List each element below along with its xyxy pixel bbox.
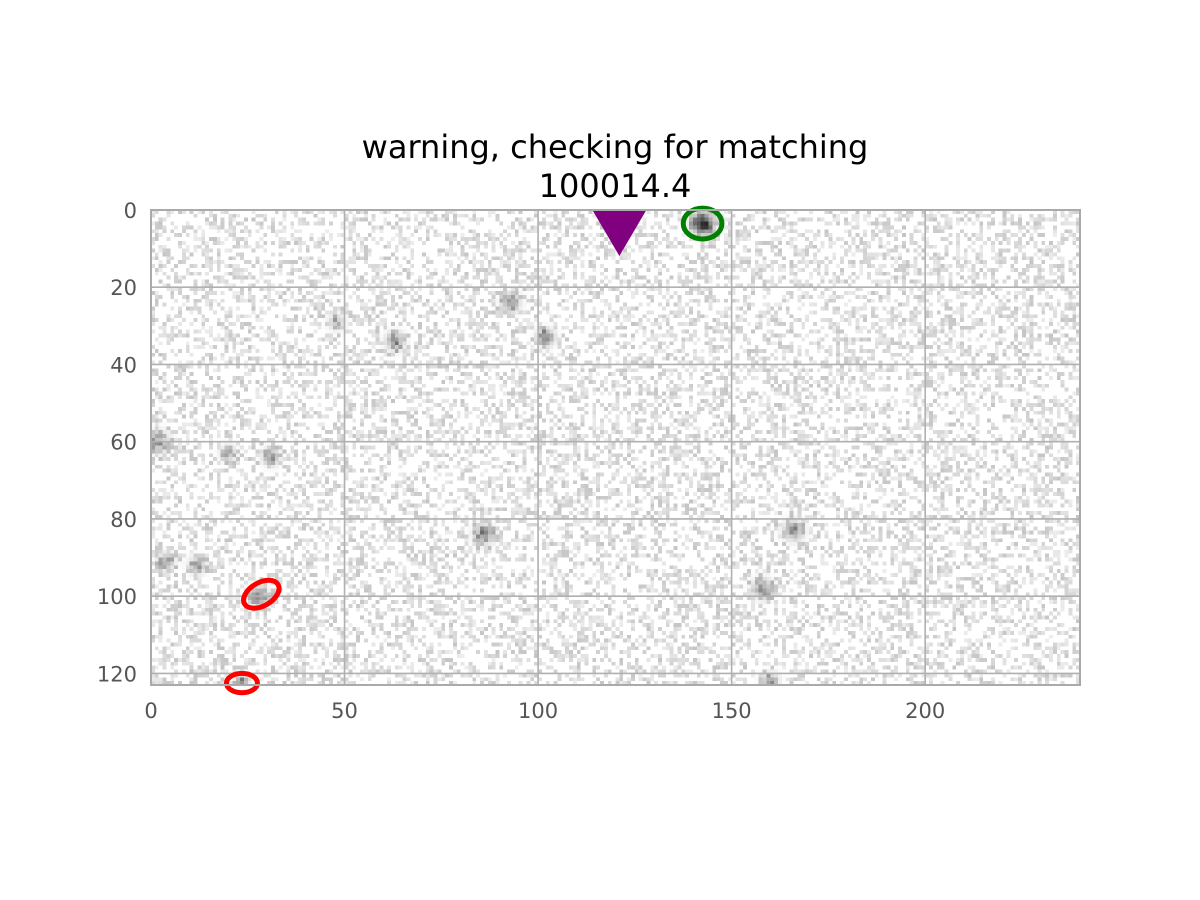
y-tick-label: 80: [110, 508, 137, 532]
x-tick-label: 50: [331, 699, 358, 723]
y-tick-label: 20: [110, 276, 137, 300]
x-axis-ticks: 0 50 100 150 200: [144, 699, 945, 723]
y-tick-label: 120: [97, 662, 137, 686]
chart-title-line-2: 100014.4: [539, 167, 692, 205]
heatmap-image: [151, 210, 1080, 685]
ellipse-marker: [223, 670, 260, 696]
y-axis-ticks: 0 20 40 60 80 100 120: [97, 199, 137, 686]
y-tick-label: 100: [97, 585, 137, 609]
y-tick-label: 0: [124, 199, 137, 223]
plot-frame: [150, 209, 1081, 686]
x-tick-label: 200: [905, 699, 945, 723]
x-tick-label: 150: [712, 699, 752, 723]
triangle-marker: [592, 210, 647, 256]
markers: [223, 205, 725, 696]
x-tick-label: 0: [144, 699, 157, 723]
y-tick-label: 40: [110, 353, 137, 377]
circle-marker: [680, 205, 725, 242]
chart-title-line-1: warning, checking for matching: [362, 128, 869, 166]
ellipse-marker: [241, 577, 282, 611]
y-tick-label: 60: [110, 431, 137, 455]
x-tick-label: 100: [518, 699, 558, 723]
heatmap-raster: [151, 210, 1080, 685]
